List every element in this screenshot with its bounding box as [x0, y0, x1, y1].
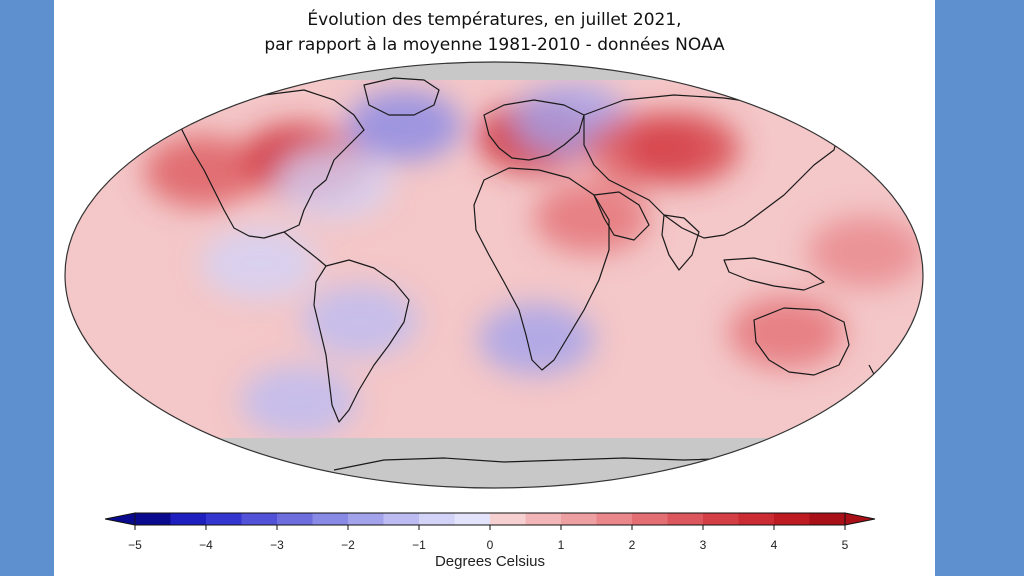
world-temperature-anomaly-map [64, 61, 924, 489]
color-bar-segment [596, 513, 633, 525]
arabia-outline [593, 191, 650, 241]
color-bar-ticks: −5 −4 −3 −2 −1 0 1 2 3 4 5 [128, 525, 849, 552]
color-bar-segment [667, 513, 704, 525]
colorbar-unit-label: Degrees Celsius [434, 553, 546, 570]
anomaly-patch [346, 89, 462, 162]
central-america-outline [283, 231, 327, 267]
anomaly-patch [478, 303, 595, 376]
color-bar-segment [561, 513, 597, 525]
anomaly-patch [808, 216, 923, 288]
color-bar-segment [738, 513, 775, 525]
color-bar-tick-label: −3 [270, 538, 284, 552]
color-bar-tick-label: 5 [842, 538, 849, 552]
color-bar-segment [525, 513, 562, 525]
anomaly-patch [623, 112, 740, 185]
anomaly-patch [533, 181, 650, 254]
southeast-asia-islands-outline [723, 257, 825, 291]
color-bar-segment [703, 513, 739, 525]
anomaly-patch [301, 285, 418, 357]
color-bar-segment [383, 513, 420, 525]
anomaly-patch [275, 147, 392, 219]
color-bar-segment [206, 513, 242, 525]
color-bar-tick-label: 3 [700, 538, 707, 552]
color-bar-segment [312, 513, 349, 525]
anomaly-patch [728, 296, 845, 369]
color-bar-segment [809, 513, 846, 525]
color-bar-segment [419, 513, 455, 525]
no-data-antarctic [65, 438, 923, 488]
color-bar-segment [490, 513, 526, 525]
south-america-outline [313, 259, 410, 423]
color-bar-tick-label: −1 [412, 538, 426, 552]
color-bar-high-arrow [844, 512, 876, 526]
color-bar-tick-label: −4 [199, 538, 213, 552]
anomaly-patch [201, 227, 318, 300]
color-bar-segment [170, 513, 207, 525]
color-bar-tick-label: −5 [128, 538, 142, 552]
color-bar-tick-label: 2 [629, 538, 636, 552]
color-bar-segment [774, 513, 810, 525]
color-bar-segment [454, 513, 491, 525]
color-bar-tick-label: 1 [558, 538, 565, 552]
color-bar: −5 −4 −3 −2 −1 0 1 2 3 4 5 [105, 512, 876, 552]
color-bar-tick-label: −2 [341, 538, 355, 552]
india-outline [661, 214, 700, 271]
color-bar-segment [135, 513, 171, 525]
map-title-line-2: par rapport à la moyenne 1981-2010 - don… [264, 35, 725, 55]
europe-outline [483, 99, 585, 161]
color-bar-tick-label: 4 [771, 538, 778, 552]
australia-outline [753, 307, 850, 376]
anomaly-patch [240, 365, 357, 438]
color-bar-segment [632, 513, 668, 525]
color-bar-segment [348, 513, 384, 525]
color-bar-low-arrow [105, 512, 136, 526]
africa-outline [473, 167, 610, 371]
map-title-line-1: Évolution des températures, en juillet 2… [307, 10, 682, 30]
greenland-outline [363, 77, 440, 116]
map-border [64, 61, 924, 489]
color-bar-segment [241, 513, 278, 525]
color-bar-segment [277, 513, 313, 525]
anomaly-patches [144, 82, 923, 438]
color-bar-segments [135, 513, 846, 525]
color-bar-tick-label: 0 [487, 538, 494, 552]
north-america-outline [181, 89, 365, 239]
anomaly-patch [144, 135, 261, 208]
no-data-arctic [65, 62, 923, 80]
